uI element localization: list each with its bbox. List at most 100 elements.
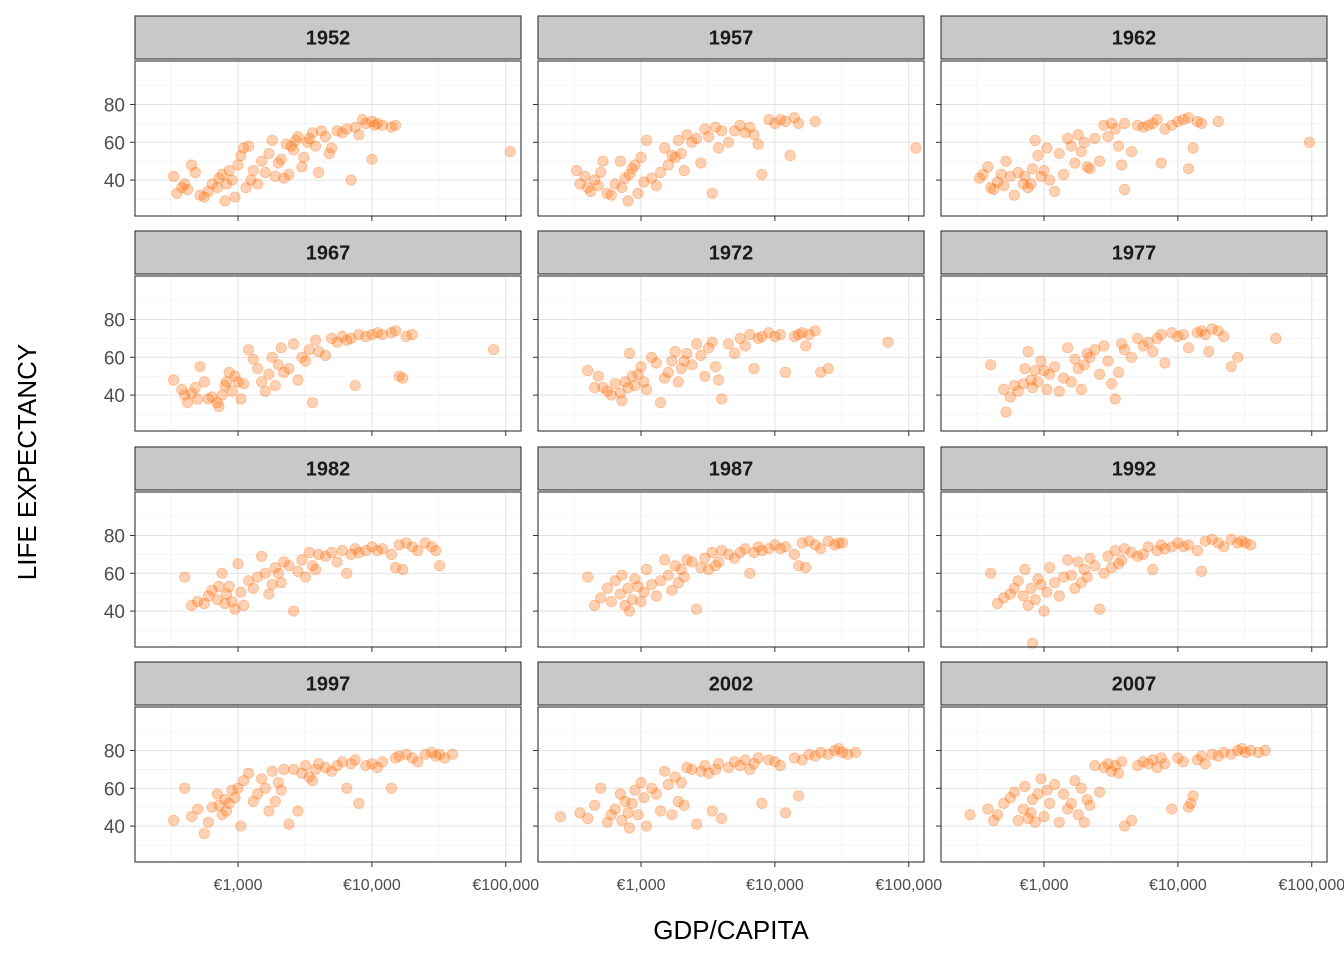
data-point xyxy=(1072,809,1084,821)
data-point xyxy=(1112,366,1125,378)
facet-strip xyxy=(134,661,522,706)
data-point xyxy=(1035,578,1047,591)
data-point xyxy=(1098,340,1110,352)
data-point xyxy=(1212,750,1224,762)
data-point xyxy=(748,546,760,559)
data-point xyxy=(412,544,424,557)
data-point xyxy=(219,793,231,806)
data-point xyxy=(353,129,365,141)
data-point xyxy=(977,168,989,180)
data-point xyxy=(1116,756,1128,768)
data-point xyxy=(1172,537,1184,549)
data-point xyxy=(1038,810,1050,823)
data-point xyxy=(1022,599,1034,612)
y-tick-label: 60 xyxy=(104,133,125,154)
data-point xyxy=(325,546,338,559)
data-point xyxy=(1151,332,1163,344)
data-point xyxy=(266,578,278,591)
data-point xyxy=(1112,767,1125,779)
data-point xyxy=(752,541,764,553)
data-point xyxy=(168,374,180,386)
data-point xyxy=(309,334,322,346)
data-point xyxy=(1102,355,1114,367)
data-point xyxy=(622,381,634,394)
data-point xyxy=(243,575,255,587)
data-point xyxy=(597,155,609,167)
data-point xyxy=(722,548,735,561)
data-point xyxy=(400,748,412,760)
data-point xyxy=(728,125,741,137)
data-point xyxy=(706,546,718,559)
data-point xyxy=(1019,780,1031,793)
data-point xyxy=(1206,533,1218,545)
facet-strip xyxy=(537,661,925,706)
data-point xyxy=(1155,157,1167,169)
data-point xyxy=(319,550,332,562)
data-point xyxy=(616,182,628,194)
data-point xyxy=(748,129,760,141)
data-point xyxy=(1132,759,1144,772)
facet-panel: 1972 xyxy=(533,230,925,436)
data-point xyxy=(1041,586,1053,598)
data-point xyxy=(393,370,405,382)
data-point xyxy=(226,385,238,397)
data-point xyxy=(574,178,586,190)
data-point xyxy=(238,599,250,612)
data-point xyxy=(1038,605,1050,617)
data-point xyxy=(356,114,368,126)
data-point xyxy=(1187,142,1199,154)
data-point xyxy=(1094,603,1106,615)
data-point xyxy=(360,117,372,130)
data-point xyxy=(309,563,322,576)
data-point xyxy=(1008,582,1020,595)
data-point xyxy=(198,376,210,388)
data-point xyxy=(1069,353,1081,365)
panel-background xyxy=(538,707,924,862)
data-point xyxy=(1132,550,1144,562)
data-point xyxy=(229,191,241,203)
panel-background xyxy=(538,276,924,431)
data-point xyxy=(666,149,678,162)
data-point xyxy=(259,782,271,794)
data-point xyxy=(1029,594,1041,606)
data-point xyxy=(283,818,295,830)
data-point xyxy=(1109,123,1121,135)
data-point xyxy=(815,746,827,759)
data-point xyxy=(1147,117,1159,130)
data-point xyxy=(229,603,241,615)
data-point xyxy=(690,818,703,830)
data-point xyxy=(306,775,319,787)
data-point xyxy=(582,812,594,825)
data-point xyxy=(1078,136,1090,148)
data-point xyxy=(1177,756,1190,768)
data-point xyxy=(987,183,1000,196)
data-point xyxy=(756,168,768,180)
data-point xyxy=(616,569,628,581)
data-point xyxy=(278,172,290,184)
data-point xyxy=(675,776,687,789)
data-point xyxy=(1116,159,1128,171)
data-point xyxy=(1062,132,1074,145)
data-point xyxy=(220,805,233,817)
data-point xyxy=(748,362,760,375)
data-point xyxy=(235,586,247,598)
data-point xyxy=(744,328,756,341)
data-point xyxy=(579,170,591,182)
data-point xyxy=(194,189,206,201)
data-point xyxy=(331,125,343,137)
data-point xyxy=(658,765,671,777)
data-point xyxy=(360,330,372,343)
data-point xyxy=(728,552,741,564)
data-point xyxy=(1137,548,1149,561)
data-point xyxy=(1155,328,1167,341)
facet-panel: 2002 €1,000 €10,000 €100,000 xyxy=(533,661,942,894)
data-point xyxy=(220,178,233,190)
data-point xyxy=(1182,801,1195,813)
data-point xyxy=(774,543,787,555)
x-tick-label: €10,000 xyxy=(746,877,804,894)
data-point xyxy=(702,563,715,576)
data-point xyxy=(229,792,241,804)
data-point xyxy=(412,756,424,768)
data-point xyxy=(796,537,808,549)
panel-background xyxy=(538,492,924,647)
